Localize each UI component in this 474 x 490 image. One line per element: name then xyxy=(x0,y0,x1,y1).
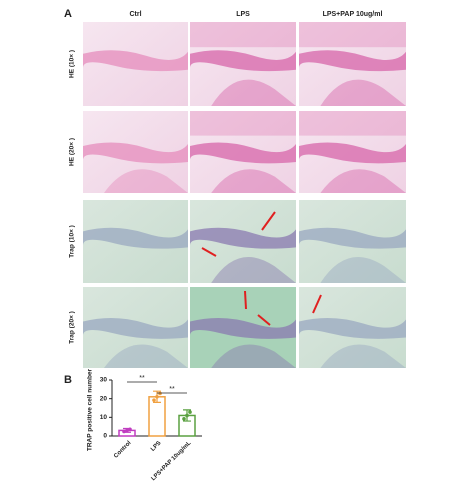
micrograph xyxy=(83,200,188,283)
data-point xyxy=(155,395,159,399)
column-header: LPS xyxy=(236,11,250,18)
data-point xyxy=(158,391,162,396)
column-header: LPS+PAP 10ug/ml xyxy=(323,11,383,18)
tissue xyxy=(320,344,406,368)
x-tick-label: LPS xyxy=(150,440,162,452)
data-point xyxy=(122,429,126,434)
micrograph xyxy=(190,22,296,106)
data-point xyxy=(128,427,132,432)
data-point xyxy=(125,428,129,433)
micrograph xyxy=(299,111,406,193)
tissue xyxy=(83,227,188,249)
tissue xyxy=(299,50,406,72)
row-label: HE (10× ) xyxy=(69,50,76,78)
tissue xyxy=(299,111,406,136)
significance-label: ** xyxy=(139,375,145,382)
micrograph xyxy=(190,200,296,283)
micrograph xyxy=(190,111,296,193)
tissue xyxy=(211,256,296,283)
tissue xyxy=(104,169,188,193)
tissue xyxy=(299,22,406,48)
micrograph xyxy=(299,22,406,106)
tissue xyxy=(299,227,406,249)
micrograph xyxy=(190,287,296,368)
y-tick-label: 10 xyxy=(100,414,108,421)
arrow xyxy=(257,314,271,326)
tissue xyxy=(190,22,296,48)
tissue xyxy=(320,169,406,193)
data-point xyxy=(185,413,189,418)
tissue xyxy=(83,50,188,72)
significance-label: ** xyxy=(169,386,175,393)
tissue xyxy=(211,79,296,106)
arrow xyxy=(201,247,217,257)
panel-label: A xyxy=(64,8,72,20)
tissue xyxy=(190,227,296,249)
tissue xyxy=(320,256,406,283)
micrograph xyxy=(83,287,188,368)
data-point xyxy=(182,417,186,421)
y-tick-label: 20 xyxy=(100,395,108,402)
tissue xyxy=(83,142,188,164)
arrow xyxy=(312,294,322,314)
data-point xyxy=(188,410,192,414)
tissue xyxy=(299,317,406,339)
y-tick-label: 0 xyxy=(103,433,107,440)
row-label: Trap (10× ) xyxy=(69,225,76,258)
arrow xyxy=(261,211,276,231)
tissue xyxy=(104,344,188,368)
row-label: Trap (20× ) xyxy=(69,311,76,344)
micrograph xyxy=(299,200,406,283)
tissue xyxy=(190,111,296,136)
data-point xyxy=(152,398,156,402)
arrow xyxy=(244,290,247,310)
micrograph xyxy=(299,287,406,368)
column-header: Ctrl xyxy=(129,11,141,18)
tissue xyxy=(83,317,188,339)
tissue xyxy=(211,169,296,193)
tissue xyxy=(190,317,296,339)
row-label: HE (20× ) xyxy=(69,138,76,166)
panel-label: B xyxy=(64,374,72,386)
tissue xyxy=(320,79,406,106)
y-axis-label: TRAP positive cell number xyxy=(87,368,94,451)
x-tick-label: Control xyxy=(113,440,133,460)
tissue xyxy=(190,50,296,72)
y-tick-label: 30 xyxy=(100,377,108,384)
micrograph xyxy=(83,111,188,193)
tissue xyxy=(190,142,296,164)
tissue xyxy=(211,344,296,368)
tissue xyxy=(299,142,406,164)
micrograph xyxy=(83,22,188,106)
